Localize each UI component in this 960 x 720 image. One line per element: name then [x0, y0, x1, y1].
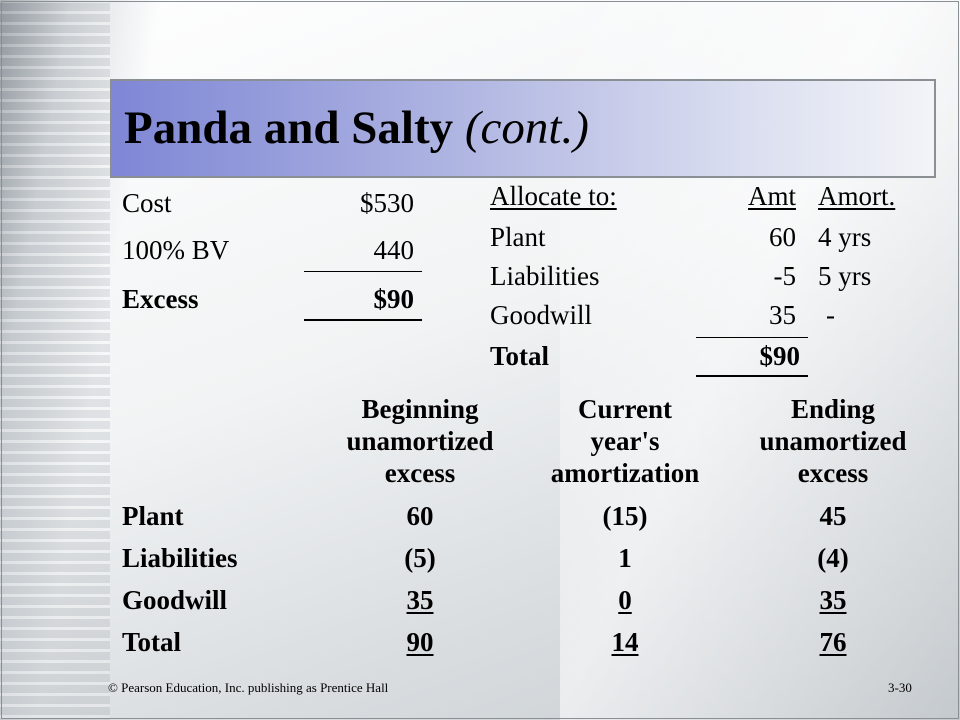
- sched-row-liabilities-beginning: (5): [404, 543, 436, 573]
- sched-row-liabilities-ending: (4): [817, 543, 849, 573]
- alloc-row-plant-amort: 4 yrs: [818, 222, 872, 252]
- alloc-row-total-label: Total: [490, 341, 550, 371]
- sched-row-goodwill-beginning: 35: [406, 585, 434, 615]
- alloc-row-goodwill-amt: 35: [769, 300, 796, 330]
- alloc-row-liabilities-amt: -5: [773, 261, 797, 291]
- allocate-to-header: Allocate to:: [490, 181, 617, 211]
- sched-row-plant-beginning: 60: [406, 501, 434, 531]
- sched-row-total-ending: 76: [819, 627, 847, 657]
- current-amortization-header: Current year's amortization: [550, 394, 700, 488]
- footer-page-number: 3-30: [888, 680, 912, 695]
- sched-row-liabilities-label: Liabilities: [122, 543, 238, 573]
- book-value-label: 100% BV: [122, 235, 230, 265]
- sched-row-goodwill-current: 0: [618, 585, 632, 615]
- cost-subtotal-rule: [304, 271, 422, 272]
- alloc-row-total-amt: $90: [759, 341, 801, 371]
- beginning-excess-header: Beginning unamortized excess: [346, 394, 494, 488]
- sched-row-goodwill-ending: 35: [819, 585, 847, 615]
- background-building-stripes: [0, 0, 110, 720]
- excess-total-rule: [304, 319, 422, 321]
- alloc-row-plant-label: Plant: [490, 222, 546, 252]
- footer-copyright: © Pearson Education, Inc. publishing as …: [108, 680, 389, 695]
- title-subtitle: (cont.): [464, 102, 589, 154]
- cost-value: $530: [360, 188, 414, 218]
- sched-row-plant-current: (15): [602, 501, 648, 531]
- amort-header: Amort.: [818, 181, 896, 211]
- alloc-row-liabilities-label: Liabilities: [490, 261, 600, 291]
- alloc-row-plant-amt: 60: [769, 222, 796, 252]
- alloc-row-goodwill-label: Goodwill: [490, 300, 593, 330]
- sched-row-total-beginning: 90: [406, 627, 434, 657]
- amt-header: Amt: [747, 181, 796, 211]
- alloc-total-rule: [696, 375, 808, 377]
- sched-row-goodwill-label: Goodwill: [122, 585, 228, 615]
- alloc-row-liabilities-amort: 5 yrs: [818, 261, 872, 291]
- excess-label: Excess: [122, 284, 199, 314]
- alloc-subtotal-rule: [696, 337, 808, 338]
- title-main: Panda and Salty: [124, 102, 454, 154]
- slide-title: Panda and Salty (cont.): [124, 105, 589, 152]
- ending-excess-header: Ending unamortized excess: [759, 394, 907, 488]
- sched-row-plant-ending: 45: [819, 501, 847, 531]
- sched-row-total-current: 14: [611, 627, 639, 657]
- title-bar: Panda and Salty (cont.): [110, 79, 936, 178]
- alloc-row-goodwill-amort: -: [826, 300, 835, 330]
- book-value-value: 440: [373, 235, 415, 265]
- cost-label: Cost: [122, 188, 172, 218]
- excess-value: $90: [373, 284, 415, 314]
- sched-row-total-label: Total: [122, 627, 182, 657]
- sched-row-plant-label: Plant: [122, 501, 184, 531]
- sched-row-liabilities-current: 1: [618, 543, 632, 573]
